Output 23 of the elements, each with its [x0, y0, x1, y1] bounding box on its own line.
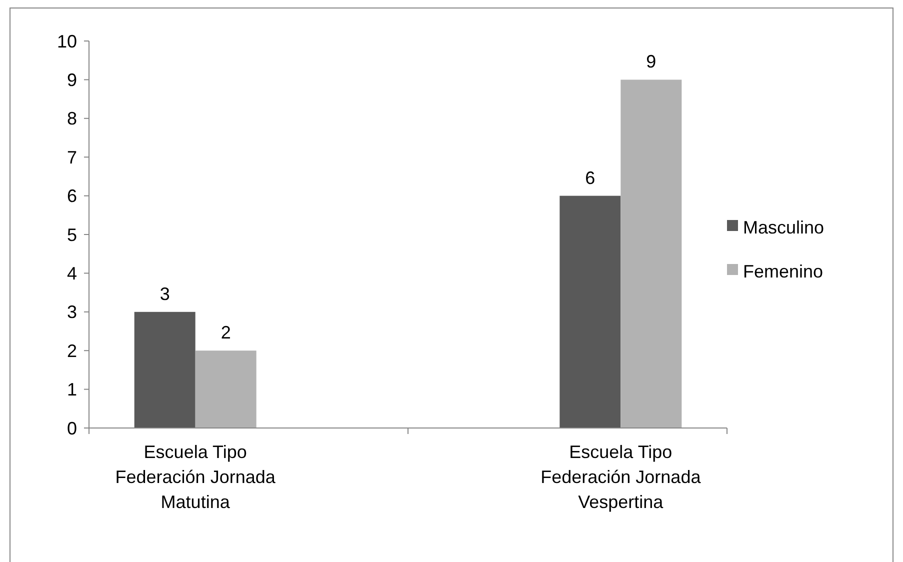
- data-label: 9: [646, 52, 656, 72]
- y-tick-label: 2: [66, 340, 77, 361]
- y-tick-label: 1: [66, 380, 77, 400]
- legend-label: Femenino: [743, 261, 824, 282]
- y-tick-label: 3: [66, 302, 77, 322]
- y-tick-label: 8: [66, 108, 77, 129]
- bar: [620, 80, 682, 428]
- x-tick-label: Escuela Tipo Federación Jornada Matutina: [115, 442, 276, 512]
- data-label: 3: [160, 284, 170, 304]
- y-tick-label: 7: [66, 147, 77, 168]
- y-tick-label: 0: [66, 418, 77, 438]
- data-label: 2: [220, 322, 231, 343]
- y-tick-label: 4: [66, 264, 77, 284]
- bar: [560, 196, 621, 428]
- y-tick-label: 9: [66, 70, 77, 90]
- bar: [195, 350, 256, 428]
- legend-label: Masculino: [743, 217, 824, 238]
- x-tick-label: Escuela Tipo Federación Jornada Vespertina: [540, 442, 702, 512]
- bar: [134, 312, 196, 428]
- y-tick-label: 5: [66, 224, 77, 245]
- data-label: 6: [585, 168, 596, 188]
- y-tick-label: 10: [56, 31, 77, 52]
- y-tick-label: 6: [66, 186, 77, 206]
